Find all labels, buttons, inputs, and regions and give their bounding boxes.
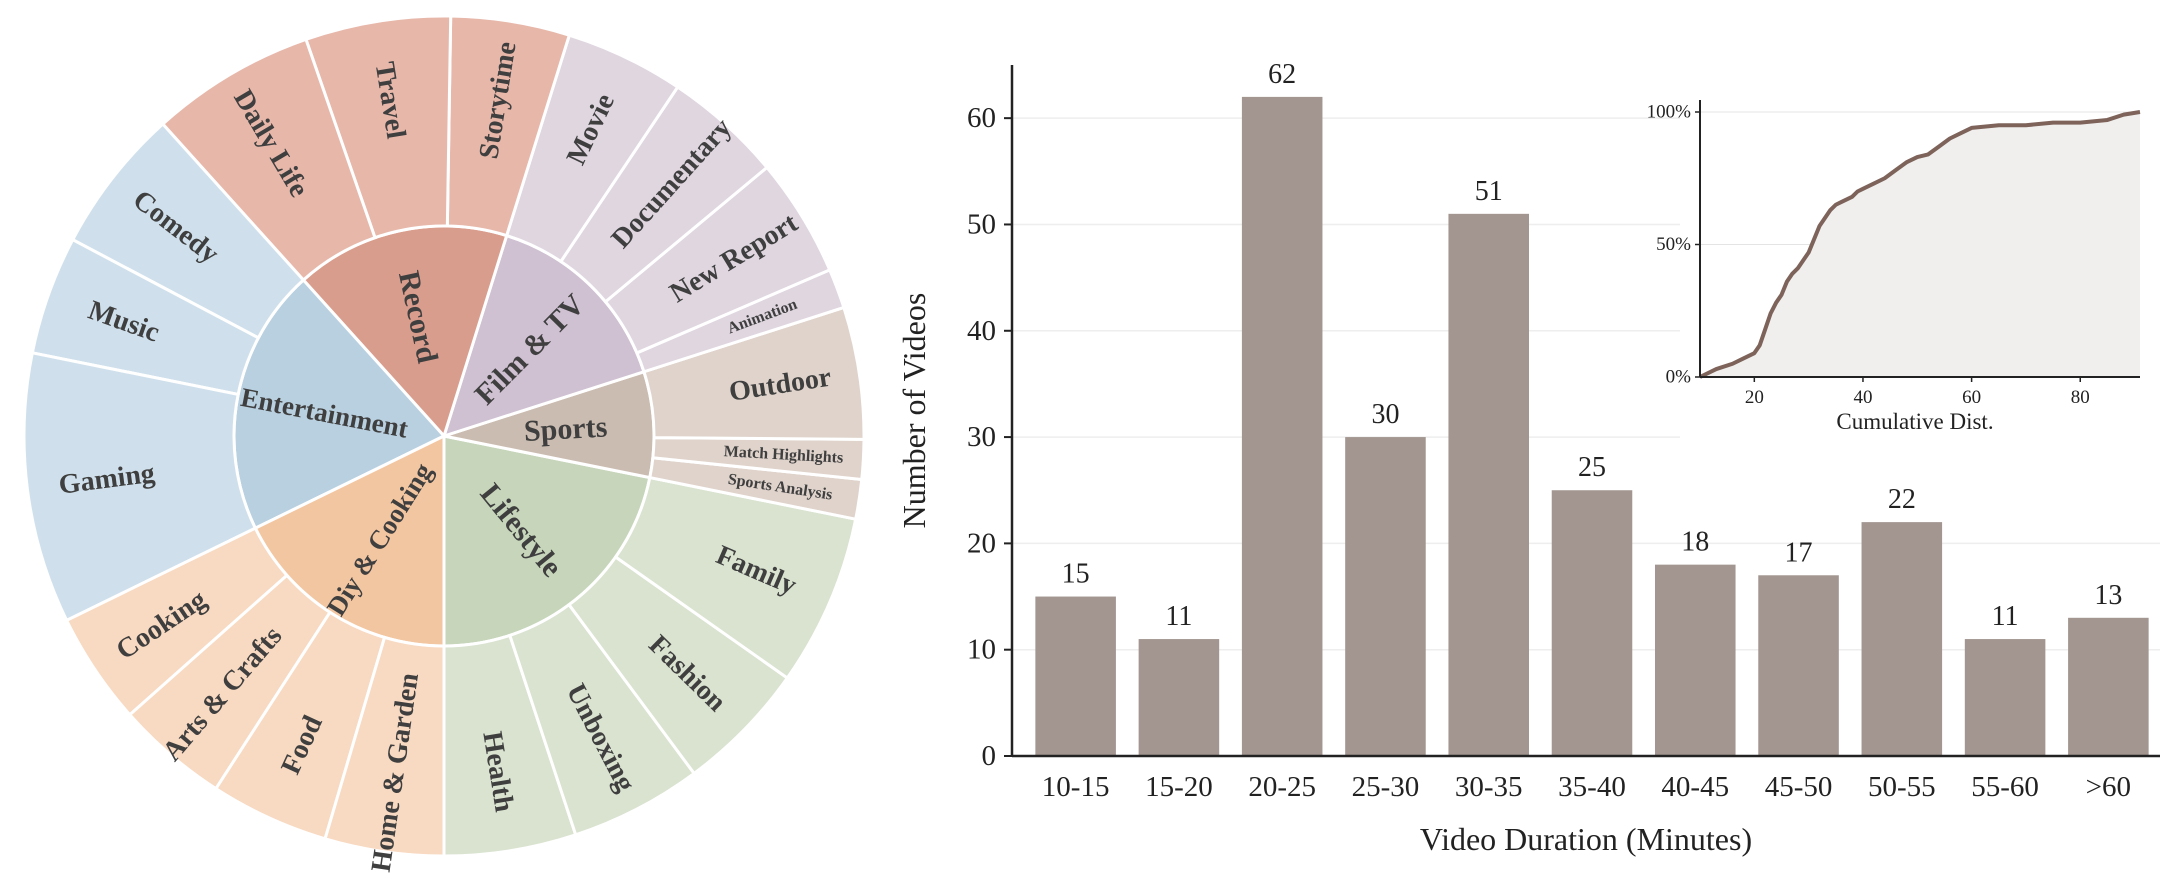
bar-value-label: 25 <box>1578 452 1606 483</box>
bar <box>1654 564 1736 756</box>
bar-value-label: 18 <box>1681 527 1709 558</box>
y-tick-label: 0 <box>982 740 997 772</box>
bar <box>2068 617 2149 756</box>
inset-x-tick-label: 40 <box>1853 387 1872 408</box>
bar-value-label: 11 <box>1165 601 1192 632</box>
inset-area <box>1700 112 2140 377</box>
x-tick-label: >60 <box>2086 771 2131 803</box>
y-axis-title: Number of Videos <box>896 293 932 529</box>
bar <box>1551 490 1633 756</box>
bar-value-label: 13 <box>2094 580 2122 611</box>
sunburst-outer-home-garden <box>323 635 446 858</box>
bar-chart: 0 10 20 30 40 50 60 15 10-15 11 15-20 62 20-25 30 25-3… <box>896 59 2160 857</box>
y-tick-label: 20 <box>967 527 996 559</box>
x-tick-label: 15-20 <box>1145 771 1213 803</box>
inset-x-tick-label: 20 <box>1745 387 1764 408</box>
x-tick-label: 10-15 <box>1042 771 1110 803</box>
inset-y-tick-label: 0% <box>1666 367 1692 388</box>
bar <box>1138 639 1220 756</box>
bar <box>1861 522 1943 756</box>
y-tick-label: 50 <box>967 208 996 240</box>
y-tick-label: 10 <box>967 634 996 666</box>
inset-x-tick-label: 60 <box>1962 387 1981 408</box>
cumulative-inset-chart: 0% 50% 100% 20 40 60 80 Cumulative Dist. <box>1647 92 2160 452</box>
x-tick-label: 35-40 <box>1558 771 1626 803</box>
bar-value-label: 30 <box>1371 399 1399 430</box>
x-tick-label: 25-30 <box>1352 771 1420 803</box>
x-tick-label: 20-25 <box>1248 771 1316 803</box>
sunburst-outer-label: Match Highlights <box>723 443 843 467</box>
sunburst-inner-label: Sports <box>523 410 608 448</box>
bar <box>1964 639 2046 756</box>
y-tick-label: 40 <box>967 315 996 347</box>
inset-title: Cumulative Dist. <box>1836 409 1993 434</box>
bar-value-label: 62 <box>1268 59 1296 90</box>
bar <box>1241 96 1323 756</box>
bar-value-label: 15 <box>1062 559 1090 590</box>
y-tick-label: 60 <box>967 102 996 134</box>
inset-x-tick-label: 80 <box>2071 387 2090 408</box>
bar <box>1345 437 1426 756</box>
y-tick-label: 30 <box>967 421 996 453</box>
sunburst-outer-gaming <box>22 351 258 623</box>
x-tick-label: 30-35 <box>1455 771 1523 803</box>
inset-y-tick-label: 50% <box>1656 234 1691 255</box>
x-tick-label: 55-60 <box>1971 771 2039 803</box>
bar <box>1758 575 1839 756</box>
inset-line <box>1699 110 2141 379</box>
x-tick-label: 40-45 <box>1661 771 1729 803</box>
bar <box>1448 213 1530 757</box>
bar-value-label: 11 <box>1992 601 2019 632</box>
x-tick-label: 50-55 <box>1868 771 1936 803</box>
bar-value-label: 17 <box>1785 537 1813 568</box>
bar-value-label: 22 <box>1888 484 1916 515</box>
x-tick-label: 45-50 <box>1765 771 1833 803</box>
inset-y-tick-label: 100% <box>1647 102 1692 123</box>
bar-value-label: 51 <box>1475 176 1503 207</box>
bar <box>1035 596 1116 756</box>
x-axis-title: Video Duration (Minutes) <box>1420 821 1752 857</box>
